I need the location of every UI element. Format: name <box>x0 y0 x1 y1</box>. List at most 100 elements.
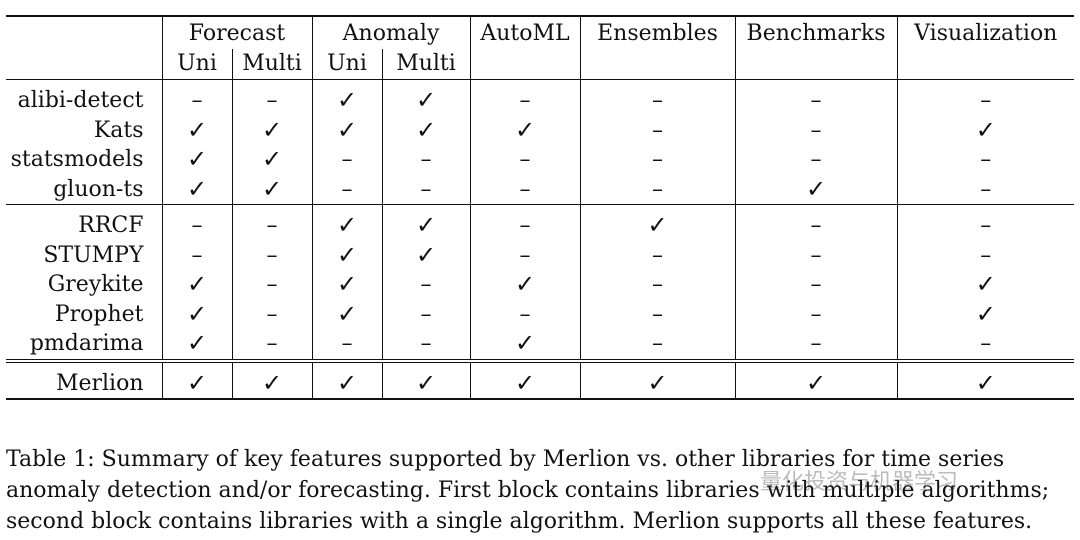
table-row: statsmodels ✓ ✓ – – – – – – <box>6 145 1075 175</box>
dash-icon: – <box>381 174 471 205</box>
check-mark-icon: ✓ <box>896 299 1075 329</box>
dash-icon: – <box>161 86 232 116</box>
dash-icon: – <box>231 240 313 270</box>
check-mark-icon: ✓ <box>161 115 232 145</box>
dash-icon: – <box>381 299 471 329</box>
check-mark-icon: ✓ <box>311 299 383 329</box>
dash-icon: – <box>381 329 471 361</box>
check-mark-icon: ✓ <box>161 329 232 361</box>
check-mark-icon: ✓ <box>381 115 471 145</box>
dash-icon: – <box>381 270 471 300</box>
check-mark-icon: ✓ <box>231 115 313 145</box>
check-mark-icon: ✓ <box>734 368 898 400</box>
dash-icon: – <box>161 240 232 270</box>
dash-icon: – <box>231 329 313 361</box>
dash-icon: – <box>469 299 581 329</box>
dash-icon: – <box>231 270 313 300</box>
check-mark-icon: ✓ <box>311 270 383 300</box>
library-name: RRCF <box>78 213 144 238</box>
dash-icon: – <box>469 211 581 241</box>
dash-icon: – <box>469 174 581 205</box>
table-caption: Table 1: Summary of key features support… <box>6 444 1078 537</box>
dash-icon: – <box>734 145 898 175</box>
library-name: Prophet <box>54 301 144 327</box>
check-mark-icon: ✓ <box>896 270 1075 300</box>
dash-icon: – <box>579 329 736 361</box>
library-name: Merlion <box>6 368 162 400</box>
check-mark-icon: ✓ <box>734 174 898 205</box>
library-name: gluon-ts <box>53 176 144 202</box>
dash-icon: – <box>381 145 471 175</box>
header-row-1: Forecast Anomaly AutoML Ensembles Benchm… <box>6 15 1075 49</box>
check-mark-icon: ✓ <box>311 115 383 145</box>
check-mark-icon: ✓ <box>311 86 383 116</box>
dash-icon: – <box>734 270 898 300</box>
check-mark-icon: ✓ <box>469 329 581 361</box>
dash-icon: – <box>896 211 1075 241</box>
dash-icon: – <box>579 145 736 175</box>
dash-icon: – <box>734 86 898 116</box>
library-name: pmdarima <box>29 331 144 356</box>
dash-icon: – <box>734 211 898 241</box>
table-row: alibi-detect – – ✓ ✓ – – – – <box>6 86 1075 116</box>
dash-icon: – <box>161 211 232 241</box>
header-forecast: Forecast <box>161 15 313 49</box>
dash-icon: – <box>579 299 736 329</box>
dash-icon: – <box>231 86 313 116</box>
library-name: Kats <box>93 117 144 143</box>
dash-icon: – <box>231 211 313 241</box>
header-row-2: Uni Multi Uni Multi <box>6 49 1075 80</box>
dash-icon: – <box>469 145 581 175</box>
table-row: Merlion ✓ ✓ ✓ ✓ ✓ ✓ ✓ ✓ <box>6 368 1075 400</box>
check-mark-icon: ✓ <box>381 86 471 116</box>
check-mark-icon: ✓ <box>381 368 471 400</box>
check-mark-icon: ✓ <box>896 368 1075 400</box>
check-mark-icon: ✓ <box>381 240 471 270</box>
dash-icon: – <box>579 240 736 270</box>
table-row: Prophet ✓ – ✓ – – – – ✓ <box>6 299 1075 329</box>
caption-line: Table 1: Summary of key features support… <box>6 447 1005 472</box>
table-row: pmdarima ✓ – – – ✓ – – – <box>6 329 1075 361</box>
check-mark-icon: ✓ <box>231 174 313 205</box>
header-visualization: Visualization <box>896 15 1075 49</box>
dash-icon: – <box>734 115 898 145</box>
dash-icon: – <box>734 240 898 270</box>
dash-icon: – <box>579 115 736 145</box>
header-benchmarks: Benchmarks <box>734 15 898 49</box>
dash-icon: – <box>311 145 383 175</box>
watermark: 量化投资与机器学习 <box>760 470 959 495</box>
library-name: STUMPY <box>43 242 144 268</box>
check-mark-icon: ✓ <box>469 368 581 400</box>
header-automl: AutoML <box>469 15 581 49</box>
check-mark-icon: ✓ <box>579 368 736 400</box>
check-mark-icon: ✓ <box>161 299 232 329</box>
table-row: Greykite ✓ – ✓ – ✓ – – ✓ <box>6 270 1075 300</box>
table-row: RRCF – – ✓ ✓ – ✓ – – <box>6 211 1075 241</box>
header-anomaly-multi: Multi <box>381 49 471 80</box>
check-mark-icon: ✓ <box>469 115 581 145</box>
dash-icon: – <box>896 174 1075 205</box>
check-mark-icon: ✓ <box>311 240 383 270</box>
check-mark-icon: ✓ <box>161 368 232 400</box>
dash-icon: – <box>896 86 1075 116</box>
dash-icon: – <box>311 174 383 205</box>
check-mark-icon: ✓ <box>161 270 232 300</box>
header-ensembles: Ensembles <box>579 15 736 49</box>
check-mark-icon: ✓ <box>381 211 471 241</box>
table-row: gluon-ts ✓ ✓ – – – – ✓ – <box>6 174 1075 205</box>
dash-icon: – <box>579 86 736 116</box>
dash-icon: – <box>469 86 581 116</box>
check-mark-icon: ✓ <box>311 211 383 241</box>
library-name: Greykite <box>47 272 144 297</box>
dash-icon: – <box>734 329 898 361</box>
library-name: statsmodels <box>10 147 144 172</box>
dash-icon: – <box>231 299 313 329</box>
check-mark-icon: ✓ <box>579 211 736 241</box>
dash-icon: – <box>896 240 1075 270</box>
dash-icon: – <box>896 145 1075 175</box>
check-mark-icon: ✓ <box>231 368 313 400</box>
header-forecast-uni: Uni <box>161 49 232 80</box>
table-row: Kats ✓ ✓ ✓ ✓ ✓ – – ✓ <box>6 115 1075 145</box>
dash-icon: – <box>734 299 898 329</box>
dash-icon: – <box>896 329 1075 361</box>
